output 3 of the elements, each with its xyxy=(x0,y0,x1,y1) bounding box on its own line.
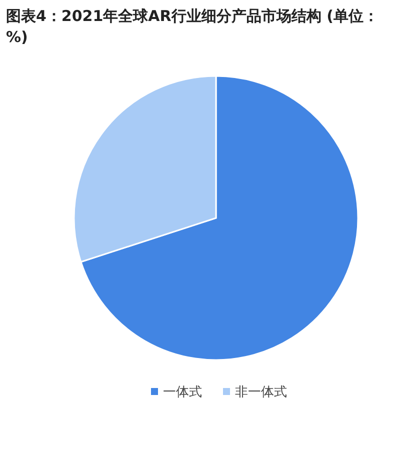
legend-label: 一体式 xyxy=(163,385,202,400)
chart-title: 图表4：2021年全球AR行业细分产品市场结构 (单位：%) xyxy=(6,6,380,48)
legend-label: 非一体式 xyxy=(235,385,287,400)
